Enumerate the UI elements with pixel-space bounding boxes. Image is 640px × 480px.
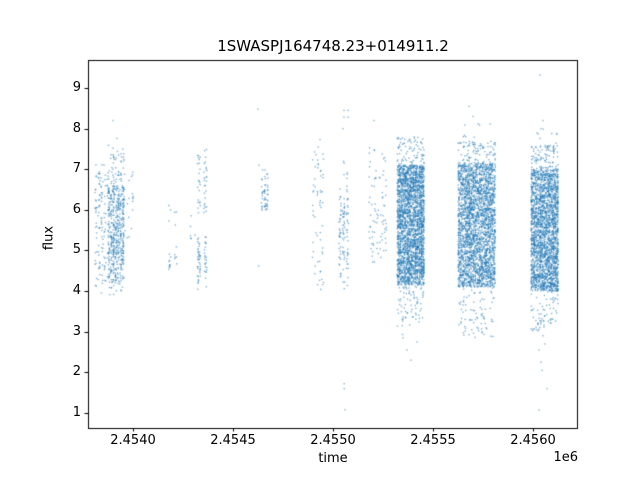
x-tick-label: 2.4545 (210, 433, 256, 448)
x-tick-label: 2.4540 (110, 433, 156, 448)
y-tick-label: 4 (72, 283, 81, 299)
y-tick-label: 3 (72, 323, 81, 339)
x-axis-offset-label: 1e6 (553, 450, 578, 465)
y-tick-label: 7 (72, 161, 81, 177)
chart-title: 1SWASPJ164748.23+014911.2 (217, 37, 449, 55)
x-tick-label: 2.4560 (510, 433, 556, 448)
y-tick-label: 5 (72, 242, 81, 258)
y-tick-label: 2 (72, 364, 81, 380)
y-tick-label: 9 (72, 80, 81, 96)
x-axis-label: time (318, 451, 348, 466)
x-tick-label: 2.4555 (410, 433, 456, 448)
y-tick-label: 8 (72, 120, 81, 136)
y-tick-label: 6 (72, 201, 81, 217)
x-tick-label: 2.4550 (310, 433, 356, 448)
y-tick-label: 1 (72, 404, 81, 420)
